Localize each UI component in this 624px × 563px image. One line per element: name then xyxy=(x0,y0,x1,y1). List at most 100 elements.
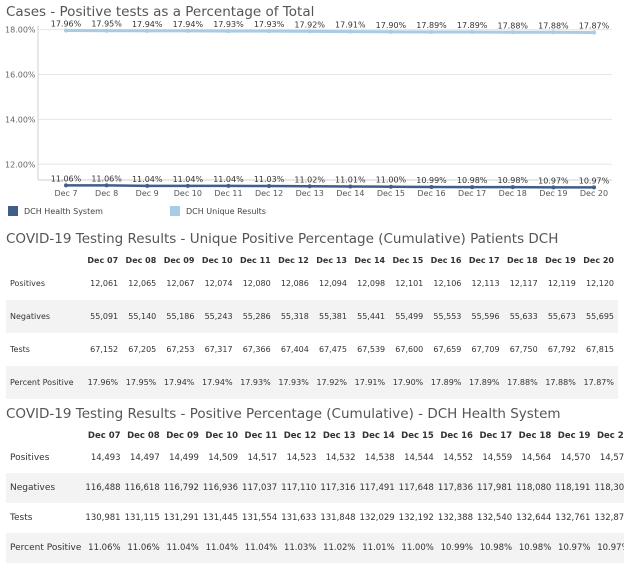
table-cell: 118,301 xyxy=(594,483,624,493)
table-cell: 67,152 xyxy=(90,345,119,354)
table-cell: 12,067 xyxy=(166,279,195,288)
header-spacer xyxy=(6,253,84,267)
table-cell: 55,186 xyxy=(166,312,195,321)
positivity-line-chart: 18.00% 16.00% 14.00% 12.00% Dec 7 Dec 8 Dec 9 D… xyxy=(5,19,612,198)
table-cell: 67,539 xyxy=(357,345,386,354)
table-cell: 12,086 xyxy=(280,279,309,288)
table-cell: 14,552 xyxy=(443,453,473,463)
table-cell: 17.96% xyxy=(87,378,119,387)
data-point xyxy=(104,28,109,33)
column-header: Dec 13 xyxy=(322,431,356,441)
data-point xyxy=(429,30,434,35)
data-label: 17.93% xyxy=(213,20,244,29)
data-point xyxy=(470,30,475,35)
table-cell: 116,936 xyxy=(202,483,239,493)
row-label: Percent Positive xyxy=(10,543,82,553)
table-cell: 12,119 xyxy=(547,279,576,288)
data-label: 17.87% xyxy=(579,21,610,30)
column-header: Dec 17 xyxy=(479,431,513,441)
x-tick-label: Dec 19 xyxy=(539,189,567,198)
y-tick-label: 18.00% xyxy=(5,26,36,35)
data-point xyxy=(267,29,272,34)
table-cell: 67,366 xyxy=(242,345,271,354)
data-point xyxy=(388,184,393,189)
table-cell: 55,243 xyxy=(204,312,233,321)
column-header: Dec 17 xyxy=(468,255,500,265)
table-cell: 17.88% xyxy=(507,378,538,387)
table-cell: 12,113 xyxy=(471,279,500,288)
data-label: 17.90% xyxy=(376,21,407,30)
legend-item-unique-results: DCH Unique Results xyxy=(170,206,266,216)
table-cell: 10.97% xyxy=(597,543,624,553)
table-cell: 67,475 xyxy=(318,345,347,354)
data-label: 17.93% xyxy=(254,20,285,29)
data-point xyxy=(348,29,353,34)
table-cell: 132,192 xyxy=(398,513,434,523)
table-cell: 12,061 xyxy=(90,279,119,288)
data-point xyxy=(592,30,596,35)
table-cell: 131,445 xyxy=(202,513,239,523)
data-point xyxy=(145,28,150,33)
table-cell: 130,981 xyxy=(85,513,121,523)
x-tick-label: Dec 12 xyxy=(255,189,283,198)
table-cell: 67,404 xyxy=(280,345,309,354)
table-cell: 14,573 xyxy=(599,453,624,463)
table-cell: 11.03% xyxy=(283,543,317,553)
column-header: Dec 07 xyxy=(87,431,121,441)
y-tick-label: 14.00% xyxy=(5,115,36,124)
table-cell: 117,491 xyxy=(359,483,395,493)
table-cell: 10.98% xyxy=(518,543,552,553)
table-cell: 55,499 xyxy=(395,312,424,321)
x-tick-label: Dec 17 xyxy=(458,189,486,198)
table-cell: 55,673 xyxy=(547,312,576,321)
data-point xyxy=(510,30,515,35)
legend-label-health-system: DCH Health System xyxy=(24,206,103,216)
data-label: 10.97% xyxy=(538,176,569,185)
table1-title: COVID-19 Testing Results - Unique Positi… xyxy=(6,231,559,247)
table-cell: 132,874 xyxy=(594,513,624,523)
data-point xyxy=(226,183,231,188)
table-cell: 11.06% xyxy=(88,543,121,553)
column-header: Dec 10 xyxy=(201,255,233,265)
table-cell: 17.89% xyxy=(469,378,500,387)
table-header-row: Dec 07 Dec 08 Dec 09 Dec 10 Dec 11 Dec 12 Dec … xyxy=(6,253,618,267)
unique-results-table: Dec 07 Dec 08 Dec 09 Dec 10 Dec 11 Dec 12 Dec … xyxy=(6,253,618,399)
table-cell: 55,596 xyxy=(471,312,500,321)
column-header: Dec 18 xyxy=(518,431,552,441)
column-header: Dec 08 xyxy=(125,255,157,265)
data-point xyxy=(470,185,475,190)
data-point xyxy=(226,29,231,34)
table-cell: 14,523 xyxy=(286,453,317,463)
table-cell: 14,538 xyxy=(364,453,395,463)
table-row: Negatives 116,488 116,618 116,792 116,936 117… xyxy=(6,473,624,503)
table-cell: 55,140 xyxy=(128,312,157,321)
table-cell: 17.91% xyxy=(354,378,386,387)
table-cell: 14,564 xyxy=(521,453,552,463)
x-tick-label: Dec 13 xyxy=(296,189,324,198)
column-header: Dec 14 xyxy=(362,431,395,441)
table-cell: 67,709 xyxy=(471,345,500,354)
data-label: 11.06% xyxy=(51,174,82,183)
column-header: Dec 11 xyxy=(239,255,271,265)
table-cell: 118,080 xyxy=(516,483,552,493)
data-point xyxy=(104,183,109,188)
chart-title: Cases - Positive tests as a Percentage o… xyxy=(6,4,315,20)
data-label: 17.94% xyxy=(132,20,163,29)
data-point xyxy=(307,29,312,34)
y-tick-label: 12.00% xyxy=(5,160,36,169)
table-cell: 17.94% xyxy=(202,378,233,387)
table-cell: 132,644 xyxy=(516,513,552,523)
data-label: 11.06% xyxy=(91,174,122,183)
column-header: Dec 10 xyxy=(205,431,239,441)
data-label: 11.02% xyxy=(294,175,325,184)
data-point xyxy=(185,28,190,33)
table-cell: 67,750 xyxy=(509,345,538,354)
column-header: Dec 12 xyxy=(278,255,309,265)
data-point xyxy=(145,183,150,188)
table-cell: 12,106 xyxy=(433,279,462,288)
column-header: Dec 18 xyxy=(506,255,538,265)
table-cell: 67,659 xyxy=(433,345,462,354)
column-header: Dec 16 xyxy=(430,255,462,265)
health-system-table: Dec 07 Dec 08 Dec 09 Dec 10 Dec 11 Dec 12 Dec … xyxy=(6,429,624,563)
table-cell: 67,205 xyxy=(128,345,157,354)
